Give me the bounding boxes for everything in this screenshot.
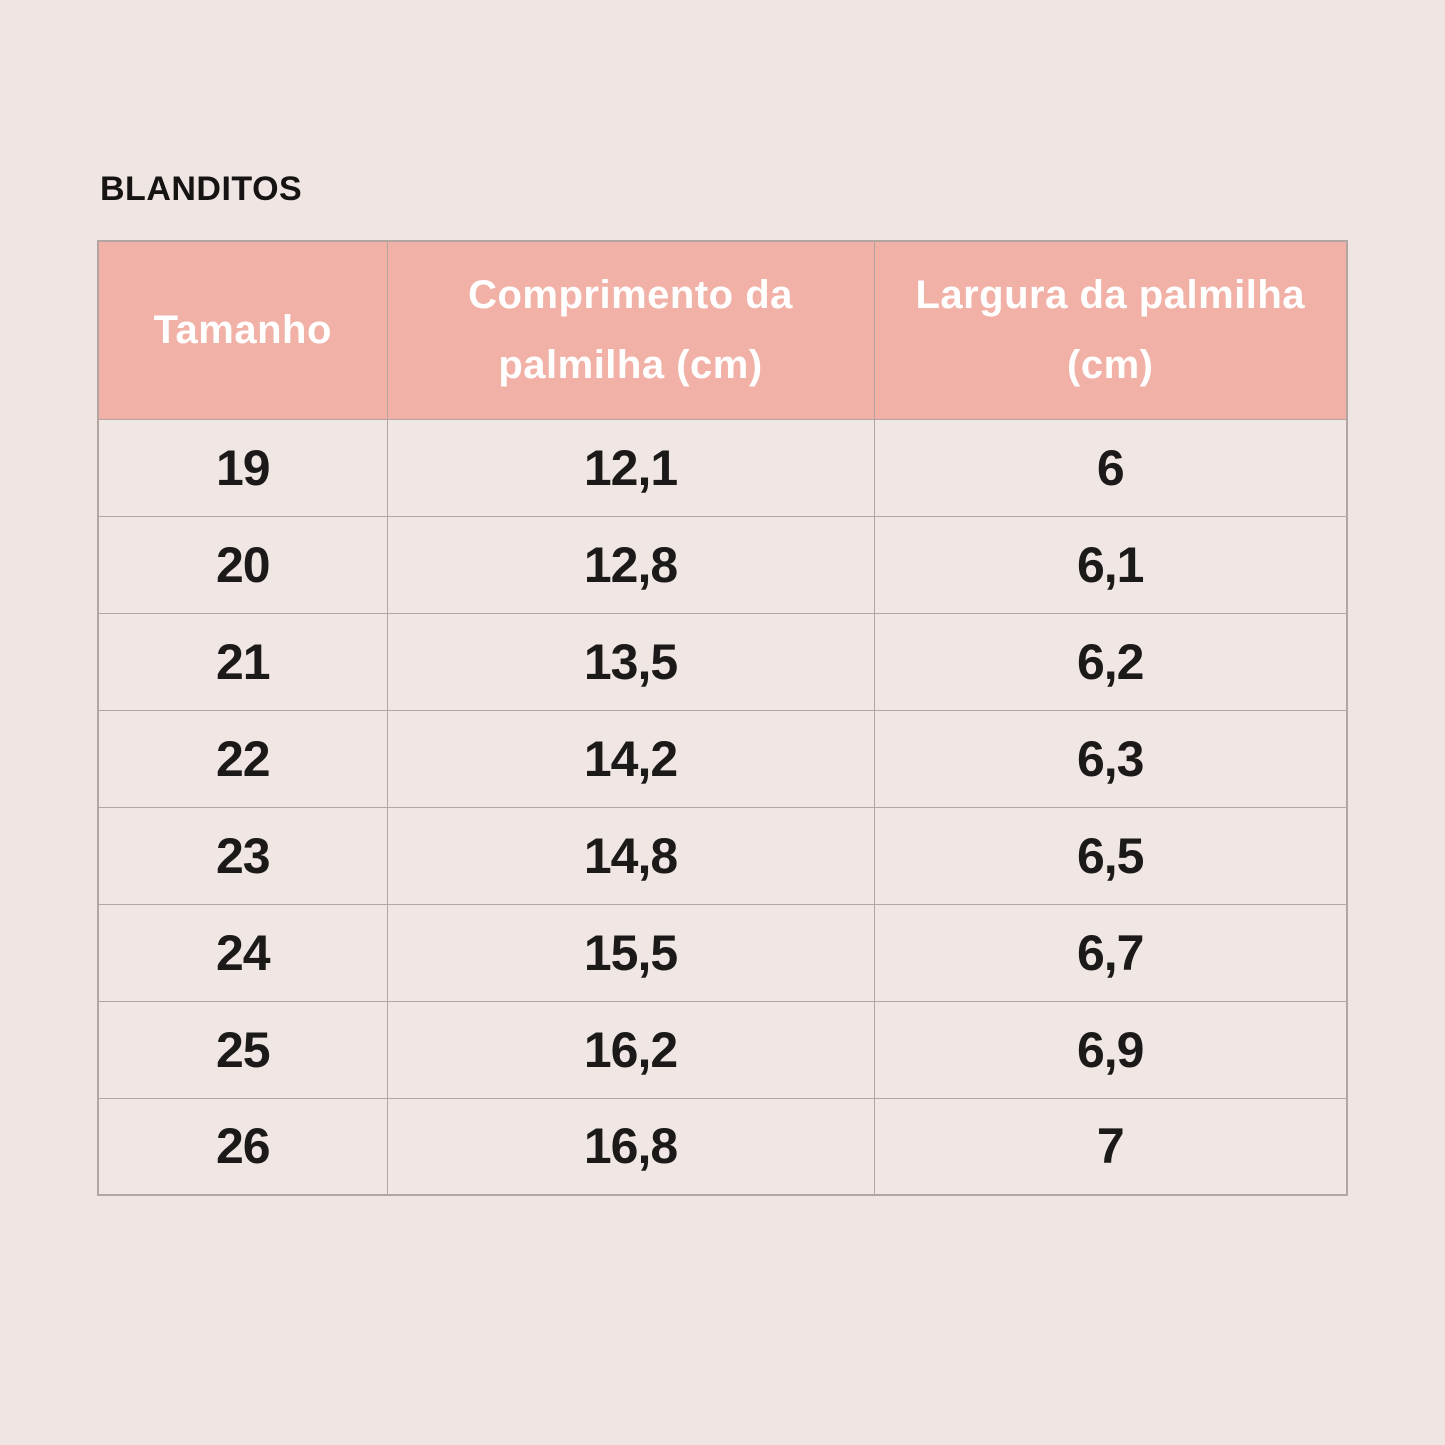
cell-width: 6,9 — [873, 1000, 1348, 1099]
cell-size: 20 — [97, 515, 388, 614]
cell-length: 16,8 — [386, 1097, 875, 1196]
cell-width: 6,2 — [873, 612, 1348, 711]
header-row: Tamanho Comprimento da palmilha (cm) Lar… — [97, 240, 1348, 420]
cell-length: 14,8 — [386, 806, 875, 905]
cell-width: 6,5 — [873, 806, 1348, 905]
cell-size: 21 — [97, 612, 388, 711]
cell-length: 12,8 — [386, 515, 875, 614]
cell-size: 23 — [97, 806, 388, 905]
cell-width: 6 — [873, 418, 1348, 517]
table-row: 23 14,8 6,5 — [97, 806, 1348, 905]
header-cell-tamanho: Tamanho — [97, 240, 388, 420]
cell-size: 24 — [97, 903, 388, 1002]
table-header: Tamanho Comprimento da palmilha (cm) Lar… — [97, 240, 1348, 420]
table-row: 19 12,1 6 — [97, 418, 1348, 517]
cell-length: 16,2 — [386, 1000, 875, 1099]
page-title: BLANDITOS — [100, 170, 303, 208]
header-cell-largura: Largura da palmilha (cm) — [873, 240, 1348, 420]
cell-size: 25 — [97, 1000, 388, 1099]
cell-width: 6,7 — [873, 903, 1348, 1002]
cell-length: 12,1 — [386, 418, 875, 517]
cell-size: 22 — [97, 709, 388, 808]
table-row: 22 14,2 6,3 — [97, 709, 1348, 808]
table-row: 21 13,5 6,2 — [97, 612, 1348, 711]
size-chart-table: Tamanho Comprimento da palmilha (cm) Lar… — [97, 240, 1348, 1196]
cell-width: 7 — [873, 1097, 1348, 1196]
table-row: 26 16,8 7 — [97, 1097, 1348, 1196]
header-cell-comprimento: Comprimento da palmilha (cm) — [386, 240, 875, 420]
cell-length: 13,5 — [386, 612, 875, 711]
cell-width: 6,3 — [873, 709, 1348, 808]
cell-length: 14,2 — [386, 709, 875, 808]
cell-width: 6,1 — [873, 515, 1348, 614]
cell-length: 15,5 — [386, 903, 875, 1002]
table-body: 19 12,1 6 20 12,8 6,1 21 13,5 6,2 22 14,… — [97, 418, 1348, 1196]
cell-size: 26 — [97, 1097, 388, 1196]
table-row: 20 12,8 6,1 — [97, 515, 1348, 614]
table-row: 25 16,2 6,9 — [97, 1000, 1348, 1099]
cell-size: 19 — [97, 418, 388, 517]
table-row: 24 15,5 6,7 — [97, 903, 1348, 1002]
